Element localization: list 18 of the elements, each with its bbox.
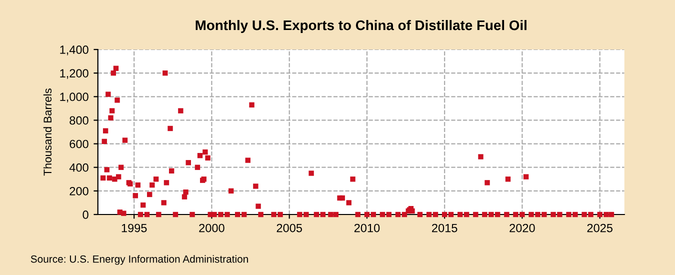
x-tick-label: 2005 xyxy=(276,224,302,232)
y-tick-label: 0 xyxy=(82,210,88,219)
x-tick-label: 2025 xyxy=(587,224,612,232)
x-tick-label: 2015 xyxy=(432,224,458,232)
x-tick-label: 2010 xyxy=(354,224,380,232)
y-axis-title: Thousand Barrels xyxy=(43,88,52,176)
y-tick-label: 800 xyxy=(70,116,88,125)
y-tick-label: 1,200 xyxy=(60,69,88,79)
chart-title: Monthly U.S. Exports to China of Distillate Fuel Oil xyxy=(196,20,526,33)
y-tick-label: 600 xyxy=(70,140,88,148)
y-tick-label: 1,000 xyxy=(60,92,88,102)
y-tick-label: 200 xyxy=(70,186,88,196)
x-tick-label: 2000 xyxy=(199,224,224,232)
x-tick-label: 1995 xyxy=(122,224,147,232)
source-note: Source: U.S. Energy Information Administration xyxy=(30,255,248,265)
y-tick-label: 400 xyxy=(69,163,88,172)
x-tick-label: 2020 xyxy=(510,224,535,232)
y-tick-label: 1,400 xyxy=(60,46,88,56)
